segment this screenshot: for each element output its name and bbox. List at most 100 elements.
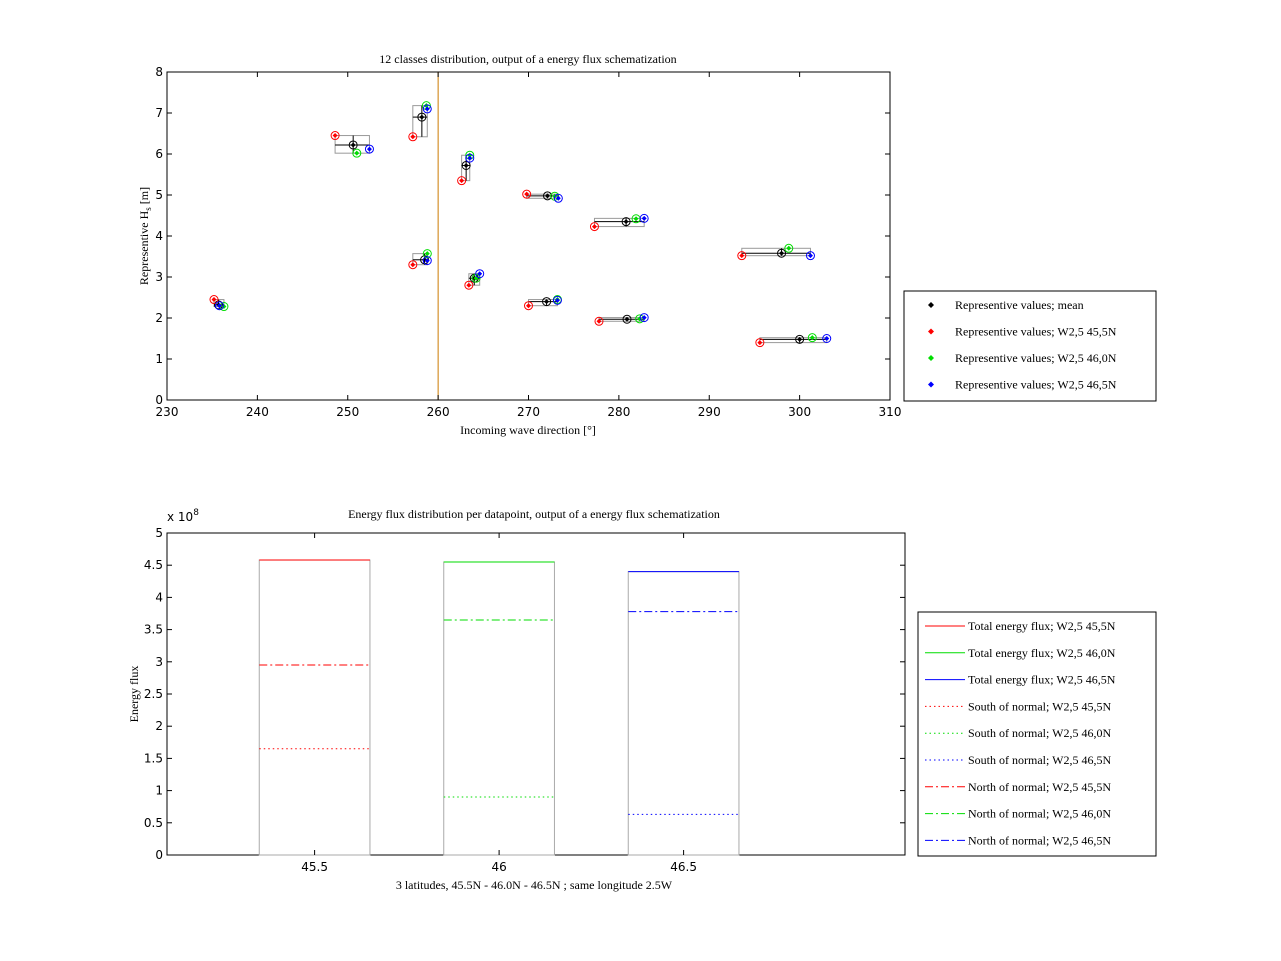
point-ring-0 xyxy=(622,314,632,324)
x-tick-label: 46.5 xyxy=(670,860,697,874)
y-tick-label: 1 xyxy=(155,784,163,798)
point-1 xyxy=(757,340,763,346)
chart1-ylabel-main: Representive H xyxy=(137,210,151,285)
point-ring-2 xyxy=(422,249,432,259)
chart2-title: Energy flux distribution per datapoint, … xyxy=(348,507,720,521)
point-ring-1 xyxy=(457,176,467,186)
x-tick-label: 270 xyxy=(517,405,540,419)
x-tick-label: 240 xyxy=(246,405,269,419)
point-1 xyxy=(459,178,465,184)
chart2-axes-box xyxy=(166,532,906,856)
point-3 xyxy=(554,297,560,303)
y-tick-label: 5 xyxy=(155,526,163,540)
chart2-exponent-base: x 10 xyxy=(167,510,193,524)
point-ring-3 xyxy=(422,256,432,266)
legend-label-north-of-normal-w2-5-46-0n: North of normal; W2,5 46,0N xyxy=(968,807,1111,821)
point-ring-3 xyxy=(214,301,224,311)
point-1 xyxy=(410,134,416,140)
point-0 xyxy=(419,114,425,120)
chart2-legend: Total energy flux; W2,5 45,5N Total energ… xyxy=(917,611,1157,857)
x-tick-label: 300 xyxy=(788,405,811,419)
point-1 xyxy=(332,133,338,139)
y-tick-label: 2 xyxy=(155,311,163,325)
point-ring-3 xyxy=(639,213,649,223)
legend-marker-representive-values-w2-5-45-5n xyxy=(928,328,934,335)
chart1-ticks: 230 240 250 260 270 280 290 300 310 0 1 2 3 4 5 6 7 8 xyxy=(155,65,901,419)
class-spread-box xyxy=(334,135,370,154)
point-ring-2 xyxy=(352,148,362,158)
point-0 xyxy=(779,250,785,256)
point-3 xyxy=(824,336,830,341)
x-tick-label: 310 xyxy=(879,405,902,419)
point-3 xyxy=(477,271,483,277)
point-1 xyxy=(524,191,530,197)
legend-label-representive-values-mean: Representive values; mean xyxy=(955,298,1084,312)
point-3 xyxy=(467,155,473,161)
legend-label-total-energy-flux-w2-5-46-0n: Total energy flux; W2,5 46,0N xyxy=(968,646,1116,660)
legend-label-north-of-normal-w2-5-46-5n: North of normal; W2,5 46,5N xyxy=(968,833,1111,847)
legend-label-total-energy-flux-w2-5-46-5n: Total energy flux; W2,5 46,5N xyxy=(968,673,1116,687)
chart1-xlabel: Incoming wave direction [°] xyxy=(460,423,596,437)
point-ring-3 xyxy=(639,313,649,323)
point-ring-3 xyxy=(465,153,475,163)
point-ring-1 xyxy=(209,295,219,305)
chart1-legend: Representive values; mean Representive va… xyxy=(903,290,1157,402)
point-ring-0 xyxy=(214,300,224,310)
point-0 xyxy=(624,316,630,322)
y-tick-label: 1 xyxy=(155,352,163,366)
y-tick-label: 6 xyxy=(155,147,163,161)
legend-label-representive-values-w2-5-46-5n: Representive values; W2,5 46,5N xyxy=(955,378,1117,392)
x-tick-label: 45.5 xyxy=(301,860,328,874)
point-3 xyxy=(424,258,430,264)
point-1 xyxy=(410,262,416,268)
point-0 xyxy=(544,299,550,305)
point-0 xyxy=(544,193,550,199)
point-2 xyxy=(786,245,792,251)
point-ring-1 xyxy=(524,301,533,311)
x-tick-label: 250 xyxy=(336,405,359,419)
point-2 xyxy=(354,150,360,156)
chart1-ylabel: Representive Hs [m] xyxy=(137,187,153,285)
point-ring-1 xyxy=(408,260,418,270)
legend-marker-representive-values-w2-5-46-5n xyxy=(928,381,934,388)
point-ring-0 xyxy=(542,191,552,201)
point-3 xyxy=(641,315,647,321)
x-tick-label: 260 xyxy=(427,405,450,419)
point-3 xyxy=(216,303,222,309)
x-tick-label: 280 xyxy=(607,405,630,419)
point-3 xyxy=(424,106,430,112)
point-ring-1 xyxy=(755,338,765,348)
y-tick-label: 1.5 xyxy=(144,751,163,765)
point-1 xyxy=(466,282,472,288)
legend-label-north-of-normal-w2-5-45-5n: North of normal; W2,5 45,5N xyxy=(968,780,1111,794)
class-spread-box xyxy=(412,105,428,138)
point-2 xyxy=(424,251,430,257)
point-ring-3 xyxy=(805,251,815,261)
chart2-exponent-power: 8 xyxy=(193,508,199,518)
point-3 xyxy=(641,215,647,221)
y-tick-label: 0.5 xyxy=(144,816,163,830)
point-ring-3 xyxy=(552,295,562,305)
legend-label-south-of-normal-w2-5-46-5n: South of normal; W2,5 46,5N xyxy=(968,753,1111,767)
legend-marker-representive-values-mean xyxy=(928,302,934,308)
y-tick-label: 4 xyxy=(155,229,163,243)
legend-label-representive-values-w2-5-46-0n: Representive values; W2,5 46,0N xyxy=(955,351,1117,365)
chart2-exponent: x 108 xyxy=(167,508,199,524)
x-tick-label: 46 xyxy=(491,860,506,874)
point-ring-0 xyxy=(417,112,427,122)
wave-direction-chart: 230 240 250 260 270 280 290 300 310 0 1 2 3 4 5 6 7 8 12 … xyxy=(137,52,1157,437)
point-ring-1 xyxy=(594,316,604,326)
chart2-ticks: 45.5 46 46.5 0 0.5 1 1.5 2 2.5 3 3.5 4 4.5 5 xyxy=(144,526,905,874)
legend-label-south-of-normal-w2-5-46-0n: South of normal; W2,5 46,0N xyxy=(968,726,1111,740)
y-tick-label: 3.5 xyxy=(144,623,163,637)
point-ring-2 xyxy=(807,333,817,343)
chart2-ylabel: Energy flux xyxy=(127,666,141,723)
chart1-axes-box xyxy=(166,71,891,401)
point-2 xyxy=(809,335,815,341)
chart2-marks xyxy=(258,559,740,856)
y-tick-label: 7 xyxy=(155,106,163,120)
energy-flux-chart: 45.5 46 46.5 0 0.5 1 1.5 2 2.5 3 3.5 4 4.5 5 Energy f… xyxy=(127,507,1157,892)
point-0 xyxy=(623,219,629,225)
y-tick-label: 0 xyxy=(155,393,163,407)
